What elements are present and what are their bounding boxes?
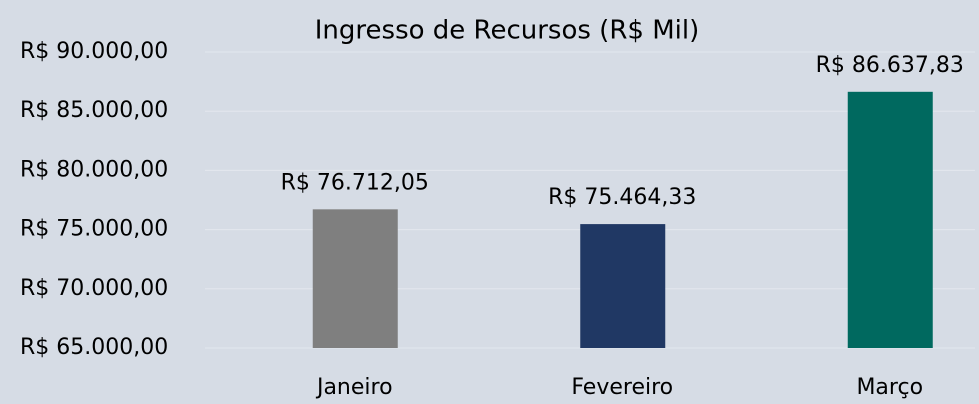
bar xyxy=(312,209,398,348)
chart-title: Ingresso de Recursos (R$ Mil) xyxy=(315,16,699,46)
value-label: R$ 75.464,33 xyxy=(548,185,696,210)
y-tick-label: R$ 70.000,00 xyxy=(20,276,168,301)
y-tick-label: R$ 75.000,00 xyxy=(20,217,168,242)
value-label: R$ 86.637,83 xyxy=(816,53,964,78)
x-tick-label: Fevereiro xyxy=(571,375,673,400)
value-label: R$ 76.712,05 xyxy=(281,170,429,195)
bar xyxy=(847,91,933,348)
x-tick-label: Janeiro xyxy=(315,375,393,400)
x-tick-label: Março xyxy=(856,375,923,400)
y-tick-label: R$ 80.000,00 xyxy=(20,157,168,182)
bar xyxy=(580,224,666,348)
y-tick-label: R$ 85.000,00 xyxy=(20,98,168,123)
y-tick-label: R$ 90.000,00 xyxy=(20,39,168,64)
y-tick-label: R$ 65.000,00 xyxy=(20,335,168,360)
